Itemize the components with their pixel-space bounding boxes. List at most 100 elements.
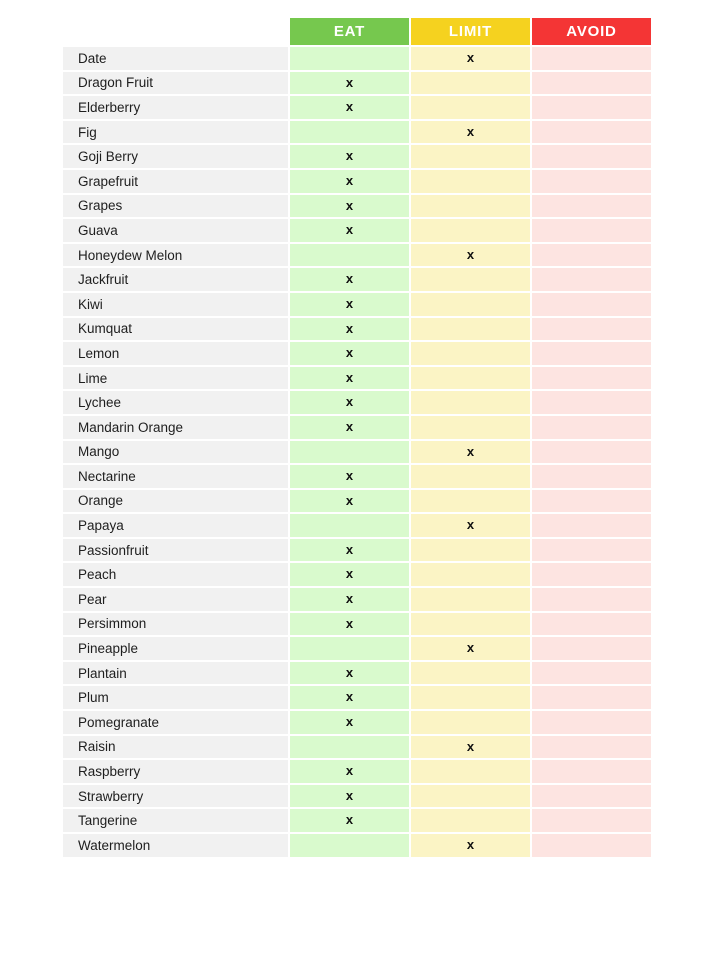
- column-header-limit: LIMIT: [411, 18, 530, 45]
- fruit-name-cell: Peach: [63, 563, 288, 587]
- table-row: Honeydew Melon x: [63, 243, 651, 267]
- fruit-name-cell: Tangerine: [63, 809, 288, 832]
- eat-mark-cell: x: [290, 391, 409, 414]
- limit-mark-cell: [411, 145, 530, 168]
- table-row: Mango x: [63, 440, 651, 464]
- eat-mark-cell: x: [290, 145, 409, 168]
- avoid-mark-cell: [532, 268, 651, 291]
- avoid-mark-cell: [532, 440, 651, 464]
- fruit-name-cell: Kumquat: [63, 317, 288, 341]
- table-row: Raspberry x: [63, 760, 651, 783]
- fruit-name-cell: Grapefruit: [63, 169, 288, 193]
- eat-mark-cell: x: [290, 784, 409, 808]
- eat-mark-cell: x: [290, 465, 409, 488]
- fruit-name-cell: Persimmon: [63, 612, 288, 636]
- table-row: Papaya x: [63, 514, 651, 537]
- avoid-mark-cell: [532, 415, 651, 439]
- table-row: Plum x: [63, 686, 651, 710]
- limit-mark-cell: [411, 268, 530, 291]
- fruit-name-cell: Raspberry: [63, 760, 288, 783]
- table-row: Kumquat x: [63, 317, 651, 341]
- limit-mark-cell: [411, 661, 530, 685]
- avoid-mark-cell: [532, 711, 651, 734]
- avoid-mark-cell: [532, 784, 651, 808]
- fruit-status-table: EAT LIMIT AVOID Date x Dragon Fruit x El…: [61, 16, 653, 859]
- limit-mark-cell: [411, 219, 530, 242]
- avoid-mark-cell: [532, 96, 651, 119]
- table-header: EAT LIMIT AVOID: [63, 18, 651, 45]
- avoid-mark-cell: [532, 169, 651, 193]
- fruit-name-cell: Pear: [63, 588, 288, 611]
- eat-mark-cell: x: [290, 342, 409, 365]
- eat-mark-cell: [290, 514, 409, 537]
- fruit-name-cell: Date: [63, 47, 288, 70]
- fruit-name-cell: Kiwi: [63, 292, 288, 316]
- fruit-name-cell: Grapes: [63, 194, 288, 218]
- eat-mark-cell: x: [290, 563, 409, 587]
- eat-mark-cell: x: [290, 661, 409, 685]
- table-row: Fig x: [63, 120, 651, 144]
- column-header-avoid: AVOID: [532, 18, 651, 45]
- eat-mark-cell: x: [290, 317, 409, 341]
- avoid-mark-cell: [532, 465, 651, 488]
- eat-mark-cell: x: [290, 268, 409, 291]
- table-row: Dragon Fruit x: [63, 71, 651, 95]
- limit-mark-cell: [411, 809, 530, 832]
- eat-mark-cell: x: [290, 612, 409, 636]
- header-row: EAT LIMIT AVOID: [63, 18, 651, 45]
- eat-mark-cell: x: [290, 686, 409, 710]
- limit-mark-cell: x: [411, 514, 530, 537]
- limit-mark-cell: x: [411, 243, 530, 267]
- avoid-mark-cell: [532, 342, 651, 365]
- limit-mark-cell: [411, 686, 530, 710]
- eat-mark-cell: x: [290, 366, 409, 390]
- table-row: Orange x: [63, 489, 651, 513]
- limit-mark-cell: [411, 538, 530, 562]
- eat-mark-cell: [290, 47, 409, 70]
- limit-mark-cell: [411, 96, 530, 119]
- table-row: Watermelon x: [63, 834, 651, 857]
- fruit-name-cell: Strawberry: [63, 784, 288, 808]
- table-row: Elderberry x: [63, 96, 651, 119]
- fruit-name-cell: Raisin: [63, 735, 288, 759]
- eat-mark-cell: [290, 120, 409, 144]
- table-row: Lychee x: [63, 391, 651, 414]
- table-row: Passionfruit x: [63, 538, 651, 562]
- fruit-name-cell: Dragon Fruit: [63, 71, 288, 95]
- fruit-name-cell: Fig: [63, 120, 288, 144]
- table-row: Goji Berry x: [63, 145, 651, 168]
- avoid-mark-cell: [532, 538, 651, 562]
- eat-mark-cell: [290, 735, 409, 759]
- limit-mark-cell: [411, 415, 530, 439]
- table-row: Grapefruit x: [63, 169, 651, 193]
- fruit-name-cell: Plum: [63, 686, 288, 710]
- avoid-mark-cell: [532, 661, 651, 685]
- table-row: Strawberry x: [63, 784, 651, 808]
- eat-mark-cell: [290, 243, 409, 267]
- eat-mark-cell: [290, 637, 409, 660]
- avoid-mark-cell: [532, 563, 651, 587]
- eat-mark-cell: x: [290, 96, 409, 119]
- avoid-mark-cell: [532, 317, 651, 341]
- fruit-name-cell: Orange: [63, 489, 288, 513]
- avoid-mark-cell: [532, 194, 651, 218]
- limit-mark-cell: [411, 366, 530, 390]
- limit-mark-cell: [411, 194, 530, 218]
- fruit-name-cell: Lime: [63, 366, 288, 390]
- avoid-mark-cell: [532, 292, 651, 316]
- eat-mark-cell: x: [290, 219, 409, 242]
- fruit-name-cell: Jackfruit: [63, 268, 288, 291]
- table-row: Pineapple x: [63, 637, 651, 660]
- table-row: Kiwi x: [63, 292, 651, 316]
- table-row: Pomegranate x: [63, 711, 651, 734]
- fruit-name-cell: Elderberry: [63, 96, 288, 119]
- avoid-mark-cell: [532, 809, 651, 832]
- table-body: Date x Dragon Fruit x Elderberry x Fig x…: [63, 47, 651, 857]
- eat-mark-cell: [290, 440, 409, 464]
- fruit-name-cell: Guava: [63, 219, 288, 242]
- avoid-mark-cell: [532, 735, 651, 759]
- eat-mark-cell: [290, 834, 409, 857]
- limit-mark-cell: x: [411, 120, 530, 144]
- avoid-mark-cell: [532, 686, 651, 710]
